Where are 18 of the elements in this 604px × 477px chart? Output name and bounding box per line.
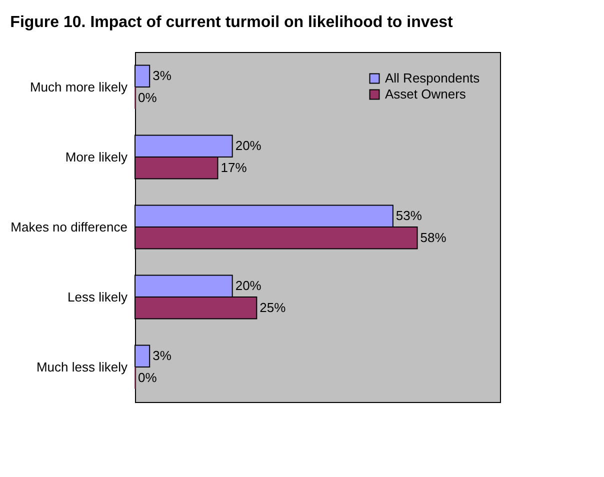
legend-label: All Respondents — [385, 70, 480, 86]
data-label: 0% — [138, 370, 158, 385]
y-tick-label: Less likely — [68, 290, 128, 304]
data-label: 17% — [220, 160, 248, 175]
data-label: 53% — [396, 208, 422, 224]
y-tick-label: Much more likely — [30, 80, 128, 94]
y-tick-label: Much less likely — [36, 360, 128, 374]
data-label: 58% — [420, 230, 447, 245]
chart-title: Figure 10. Impact of current turmoil on likelihood to invest — [10, 14, 454, 31]
data-label: 25% — [260, 300, 286, 315]
data-label: 20% — [235, 278, 262, 294]
y-tick-label: Makes no difference — [10, 220, 128, 234]
data-label: 3% — [152, 348, 172, 364]
data-label: 0% — [138, 90, 158, 105]
legend-label: Asset Owners — [385, 86, 466, 102]
data-label: 20% — [235, 138, 262, 154]
y-tick-label: More likely — [65, 150, 128, 164]
data-label: 3% — [152, 68, 172, 84]
